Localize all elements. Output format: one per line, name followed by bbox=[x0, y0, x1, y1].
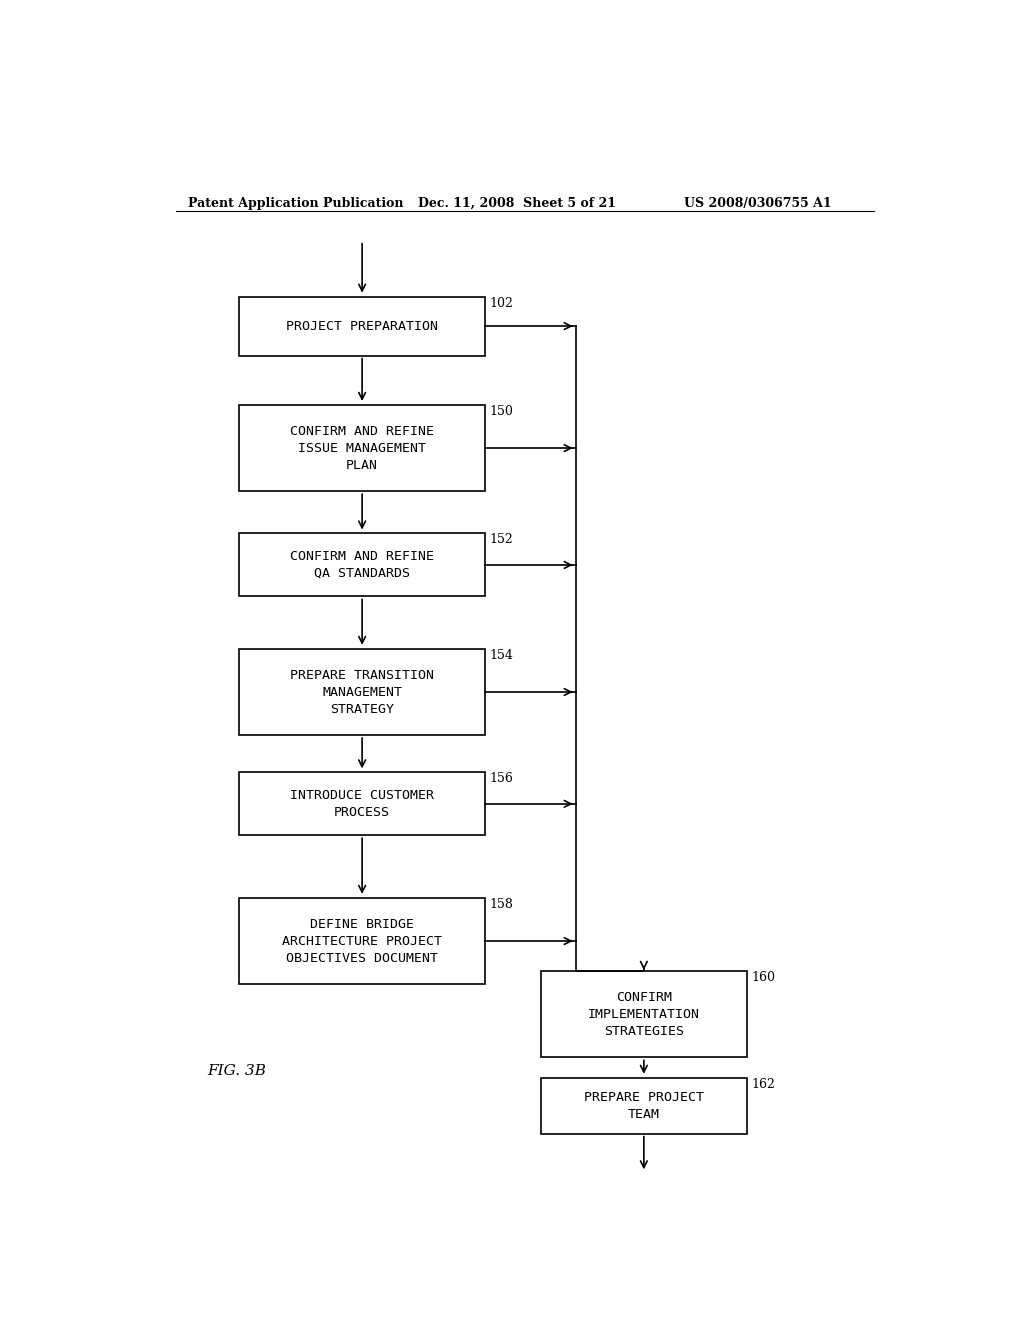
Text: Dec. 11, 2008  Sheet 5 of 21: Dec. 11, 2008 Sheet 5 of 21 bbox=[418, 197, 615, 210]
Text: 150: 150 bbox=[489, 405, 513, 418]
Bar bbox=[239, 649, 485, 735]
Text: US 2008/0306755 A1: US 2008/0306755 A1 bbox=[684, 197, 831, 210]
Text: 158: 158 bbox=[489, 898, 513, 911]
Text: PROJECT PREPARATION: PROJECT PREPARATION bbox=[286, 319, 438, 333]
Text: FIG. 3B: FIG. 3B bbox=[207, 1064, 266, 1078]
Text: 154: 154 bbox=[489, 649, 513, 661]
Text: PREPARE TRANSITION
MANAGEMENT
STRATEGY: PREPARE TRANSITION MANAGEMENT STRATEGY bbox=[290, 668, 434, 715]
Text: 160: 160 bbox=[751, 972, 775, 983]
Bar bbox=[239, 772, 485, 836]
Bar bbox=[239, 898, 485, 985]
Text: CONFIRM AND REFINE
QA STANDARDS: CONFIRM AND REFINE QA STANDARDS bbox=[290, 550, 434, 579]
Text: 102: 102 bbox=[489, 297, 513, 310]
Text: DEFINE BRIDGE
ARCHITECTURE PROJECT
OBJECTIVES DOCUMENT: DEFINE BRIDGE ARCHITECTURE PROJECT OBJEC… bbox=[282, 917, 442, 965]
Text: CONFIRM
IMPLEMENTATION
STRATEGIES: CONFIRM IMPLEMENTATION STRATEGIES bbox=[588, 991, 699, 1038]
Bar bbox=[239, 297, 485, 355]
Text: 162: 162 bbox=[751, 1077, 775, 1090]
Text: Patent Application Publication: Patent Application Publication bbox=[187, 197, 403, 210]
Bar bbox=[239, 533, 485, 597]
Text: CONFIRM AND REFINE
ISSUE MANAGEMENT
PLAN: CONFIRM AND REFINE ISSUE MANAGEMENT PLAN bbox=[290, 425, 434, 471]
Text: 156: 156 bbox=[489, 772, 513, 785]
Text: 152: 152 bbox=[489, 533, 513, 546]
Bar bbox=[541, 972, 748, 1057]
Bar bbox=[239, 405, 485, 491]
Text: INTRODUCE CUSTOMER
PROCESS: INTRODUCE CUSTOMER PROCESS bbox=[290, 789, 434, 818]
Text: PREPARE PROJECT
TEAM: PREPARE PROJECT TEAM bbox=[584, 1090, 703, 1121]
Bar bbox=[541, 1077, 748, 1134]
